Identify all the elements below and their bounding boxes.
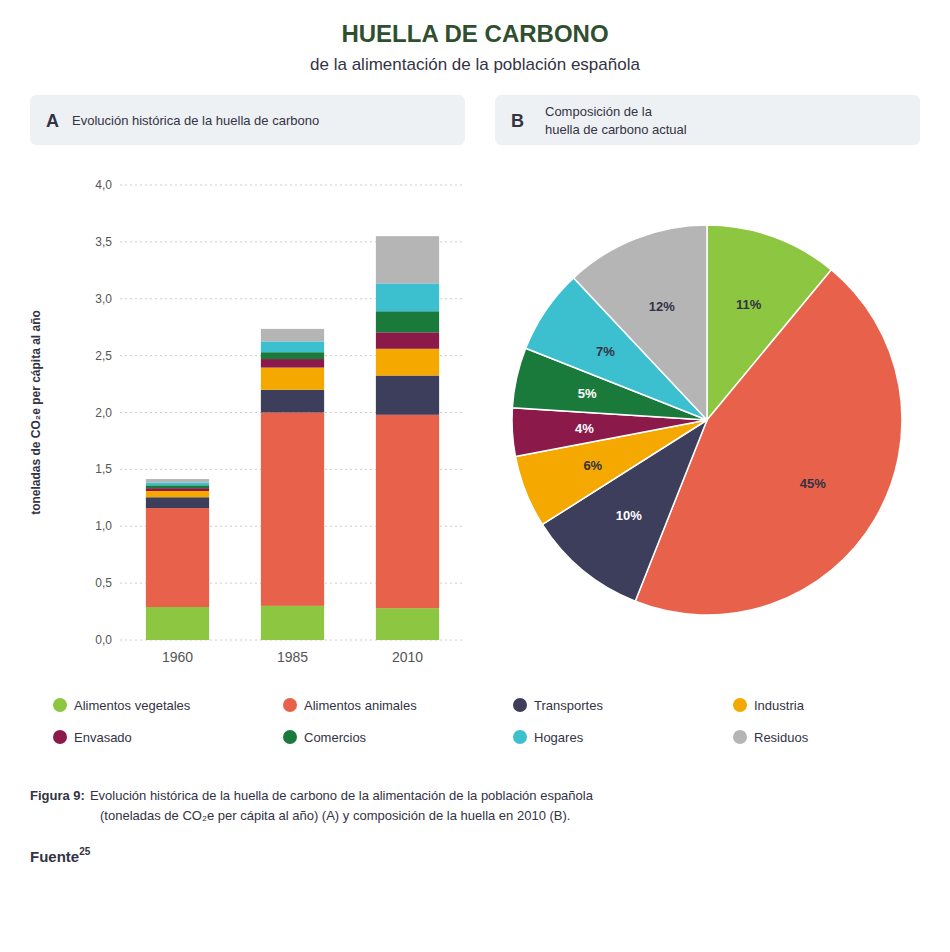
bar-segment: [261, 413, 324, 606]
bar-segment: [261, 359, 324, 368]
slices: Alimentos vegetalesAlimentos animalesTra…: [512, 225, 902, 615]
bar-segment: [261, 329, 324, 342]
panel-title: huella de carbono actual: [545, 122, 687, 137]
bar-segment: [146, 482, 209, 485]
legend-entry: Alimentos vegetales: [74, 698, 191, 713]
data-label: 10%: [616, 508, 642, 523]
panel-a: A Evolución histórica de la huella de car…: [29, 95, 465, 665]
data-label: 11%: [736, 297, 762, 312]
data-label: 5%: [578, 386, 597, 401]
legend-swatch: [733, 730, 747, 744]
bar-segment: [376, 415, 439, 608]
bar-segment: [376, 311, 439, 332]
y-tick-label: 1,0: [95, 519, 112, 533]
bar-segment: [261, 352, 324, 359]
pie-slice: Residuos: [574, 225, 707, 420]
bar-segment: [261, 390, 324, 413]
bar-segment: [376, 608, 439, 640]
bar-segment: [146, 508, 209, 607]
legend-swatch: [283, 730, 297, 744]
legend-swatch: [513, 698, 527, 712]
y-tick-label: 3,0: [95, 292, 112, 306]
grid-line: [120, 185, 465, 186]
bar-segment: [261, 606, 324, 640]
legend-swatch: [53, 698, 67, 712]
caption-text: (toneladas de CO₂e per cápita al año) (A…: [100, 808, 570, 823]
bar-segment: [376, 349, 439, 376]
legend: Alimentos vegetales Alimentos animales Tra…: [53, 698, 809, 745]
source-ref: 25: [79, 846, 91, 857]
y-axis-label: toneladas de CO₂e per cápita al año: [29, 310, 43, 515]
subtitle: de la alimentación de la población españ…: [310, 55, 640, 74]
bar-segment: [146, 488, 209, 491]
bar-segment: [376, 332, 439, 348]
panel-letter: B: [511, 111, 524, 131]
bars: [146, 236, 439, 640]
caption-text: Evolución histórica de la huella de carb…: [90, 788, 594, 803]
bar-segment: [146, 607, 209, 640]
caption-label: Figura 9:: [30, 788, 85, 803]
bar-segment: [146, 491, 209, 497]
background: [0, 0, 950, 952]
panel-title: Evolución histórica de la huella de carb…: [72, 113, 319, 128]
y-tick-label: 0,5: [95, 576, 112, 590]
bar-segment: [146, 497, 209, 508]
y-tick-label: 1,5: [95, 462, 112, 476]
title: HUELLA DE CARBONO: [341, 20, 608, 47]
y-tick-label: 2,0: [95, 406, 112, 420]
y-tick-label: 3,5: [95, 235, 112, 249]
legend-swatch: [283, 698, 297, 712]
y-tick-label: 0,0: [95, 633, 112, 647]
bar-segment: [261, 368, 324, 390]
legend-swatch: [513, 730, 527, 744]
panel-header: [495, 95, 920, 145]
data-label: 12%: [649, 299, 675, 314]
y-tick-label: 4,0: [95, 178, 112, 192]
bar-segment: [376, 376, 439, 415]
source: Fuente25: [30, 846, 91, 865]
grid: [120, 185, 465, 640]
legend-entry: Industria: [754, 698, 805, 713]
legend-entry: Hogares: [534, 730, 584, 745]
data-label: 4%: [575, 421, 594, 436]
x-tick-label: 2010: [392, 649, 423, 665]
chart-root: HUELLA DE CARBONO de la alimentación de l…: [0, 0, 950, 952]
legend-entry: Transportes: [534, 698, 603, 713]
bar-segment: [376, 283, 439, 311]
bar-segment: [146, 485, 209, 488]
caption-line: Figura 9: Evolución histórica de la huell…: [30, 788, 594, 803]
data-label: 7%: [596, 344, 615, 359]
panel-title: Composición de la: [545, 104, 653, 119]
x-tick-label: 1960: [162, 649, 193, 665]
legend-swatch: [53, 730, 67, 744]
legend-entry: Alimentos animales: [304, 698, 417, 713]
bar-segment: [376, 236, 439, 283]
bar-segment: [261, 341, 324, 352]
x-tick-label: 1985: [277, 649, 308, 665]
data-label: 45%: [800, 476, 826, 491]
legend-entry: Envasado: [74, 730, 132, 745]
panel-header: [30, 95, 465, 145]
y-tick-label: 2,5: [95, 349, 112, 363]
source-text: Fuente: [30, 848, 79, 865]
bar-segment: [146, 479, 209, 482]
legend-entry: Residuos: [754, 730, 809, 745]
panel-letter: A: [46, 111, 59, 131]
legend-entry: Comercios: [304, 730, 367, 745]
data-label: 6%: [583, 458, 602, 473]
panel-b: B Composición de la huella de carbono actu…: [495, 95, 920, 615]
slice-labels: 11% 45% 10% 6% 4% 5% 7% 12%: [575, 297, 826, 522]
caption: Figura 9: Evolución histórica de la huell…: [30, 788, 594, 865]
legend-swatch: [733, 698, 747, 712]
